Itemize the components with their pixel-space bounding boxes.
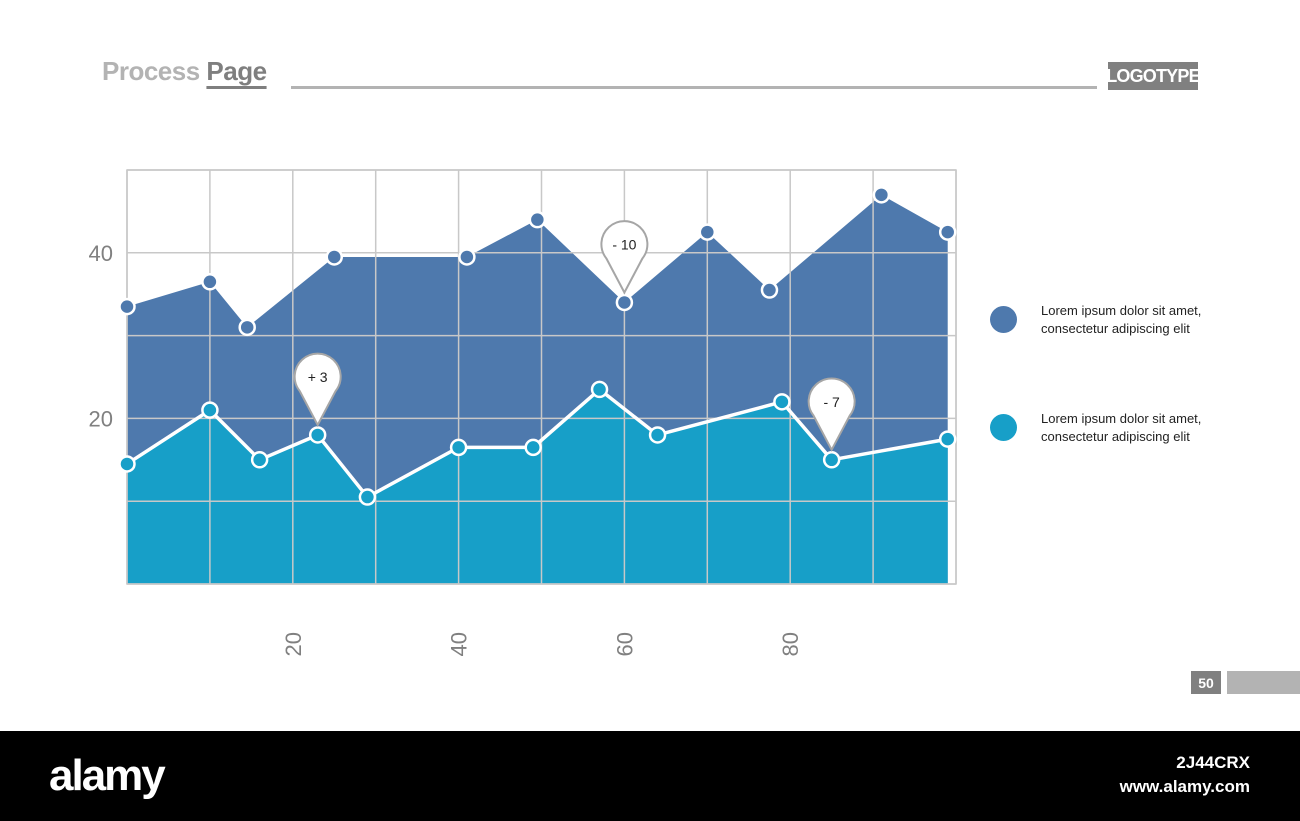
data-point-series-2 bbox=[449, 438, 468, 457]
data-point-series-1 bbox=[938, 223, 957, 241]
legend-label-line-2: consectetur adipiscing elit bbox=[1041, 321, 1190, 336]
annotation-label-2: + 3 bbox=[308, 369, 328, 385]
data-point-series-1 bbox=[325, 248, 343, 266]
page-title-light: Process bbox=[102, 56, 200, 86]
data-point-series-1 bbox=[458, 248, 476, 266]
annotation-label-1: - 10 bbox=[612, 236, 636, 252]
data-point-series-2 bbox=[773, 393, 791, 411]
series-area-2 bbox=[127, 389, 948, 584]
watermark-bar: alamy 2J44CRX www.alamy.com bbox=[0, 731, 1300, 821]
page-number-bar bbox=[1227, 671, 1300, 694]
data-point-series-1 bbox=[872, 186, 891, 204]
plot-border bbox=[126, 169, 957, 585]
data-point-series-2 bbox=[201, 401, 219, 419]
data-point-series-1 bbox=[528, 210, 547, 229]
watermark-url: www.alamy.com bbox=[1119, 777, 1250, 796]
legend-swatch-series-2 bbox=[990, 414, 1017, 441]
legend-label-line-1: Lorem ipsum dolor sit amet, bbox=[1041, 303, 1202, 318]
page-title: Process Page bbox=[102, 56, 267, 87]
x-tick-label: 80 bbox=[778, 632, 803, 656]
data-point-series-1 bbox=[760, 281, 779, 299]
legend-label-series-2: Lorem ipsum dolor sit amet, consectetur … bbox=[1041, 410, 1241, 446]
annotation-pin-2 bbox=[293, 352, 342, 428]
legend-label-line-1: Lorem ipsum dolor sit amet, bbox=[1041, 411, 1202, 426]
legend-item-series-1: Lorem ipsum dolor sit amet, consectetur … bbox=[990, 300, 1240, 340]
area-chart: - 10 + 3 - 7 20 40 20 40 60 80 bbox=[89, 169, 957, 656]
data-point-series-1 bbox=[698, 223, 717, 241]
data-point-series-2 bbox=[308, 426, 327, 444]
data-point-series-2 bbox=[822, 451, 841, 469]
series-line-2 bbox=[126, 387, 949, 499]
annotation-pin-1 bbox=[600, 220, 649, 295]
watermark-image-id: 2J44CRX bbox=[1176, 753, 1250, 772]
data-point-series-2 bbox=[250, 451, 269, 469]
data-point-series-2 bbox=[358, 488, 377, 506]
logotype: LOGOTYPE bbox=[1106, 62, 1201, 90]
y-tick-label: 20 bbox=[89, 406, 113, 431]
data-point-series-1 bbox=[118, 297, 136, 316]
page-title-dark: Page bbox=[206, 56, 267, 86]
title-rule bbox=[291, 86, 1097, 89]
data-point-series-2 bbox=[648, 426, 667, 444]
slide: Process Page LOGOTYPE - 10 + 3 - 7 20 40 20 40… bbox=[88, 56, 1300, 694]
annotation-pin-3 bbox=[807, 377, 856, 452]
data-point-series-1 bbox=[201, 273, 219, 291]
x-tick-label: 40 bbox=[447, 632, 472, 656]
legend-label-series-1: Lorem ipsum dolor sit amet, consectetur … bbox=[1041, 302, 1241, 338]
legend-label-line-2: consectetur adipiscing elit bbox=[1041, 429, 1190, 444]
data-point-series-2 bbox=[118, 455, 136, 473]
watermark-logo: alamy bbox=[49, 751, 166, 800]
data-point-series-2 bbox=[590, 380, 609, 399]
legend-swatch-series-1 bbox=[990, 306, 1017, 333]
data-point-series-2 bbox=[524, 438, 542, 457]
data-point-series-1 bbox=[238, 318, 256, 337]
y-tick-label: 40 bbox=[89, 241, 113, 266]
legend-item-series-2: Lorem ipsum dolor sit amet, consectetur … bbox=[990, 408, 1240, 448]
data-point-series-2 bbox=[938, 430, 957, 448]
annotation-label-3: - 7 bbox=[823, 394, 840, 410]
x-tick-label: 20 bbox=[281, 632, 306, 656]
x-tick-label: 60 bbox=[612, 632, 637, 656]
page-number: 50 bbox=[1191, 671, 1221, 694]
data-point-series-1 bbox=[615, 293, 634, 312]
